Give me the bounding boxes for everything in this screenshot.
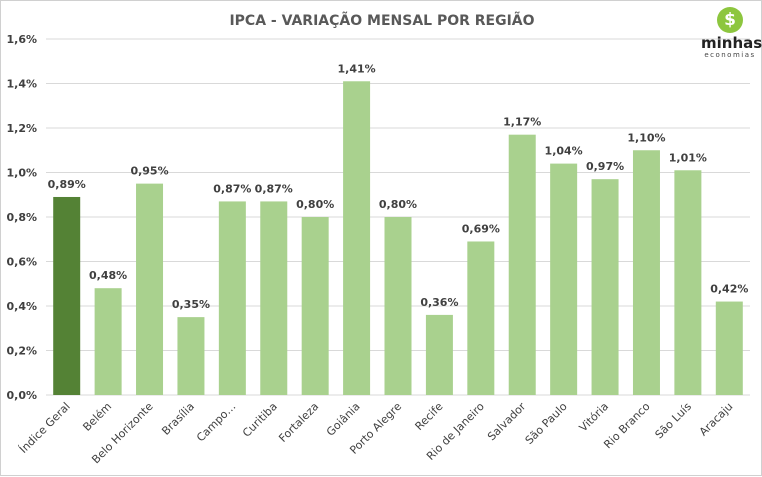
data-label: 0,89% (48, 178, 86, 191)
x-category-label: Salvador (485, 400, 529, 444)
chart-title: IPCA - VARIAÇÃO MENSAL POR REGIÃO (229, 12, 534, 29)
y-tick-label: 1,2% (6, 122, 37, 135)
x-category-label: Belém (80, 400, 114, 434)
bar (177, 317, 205, 395)
x-category-label: Fortaleza (276, 400, 321, 445)
data-label: 0,35% (172, 298, 210, 311)
data-label: 0,80% (296, 198, 334, 211)
data-label: 1,10% (627, 131, 665, 144)
dollar-cloud-icon: $ (717, 7, 743, 33)
x-category-label: Brasília (159, 400, 197, 438)
x-category-label: Curitiba (240, 400, 280, 440)
x-category-label: Aracaju (697, 400, 736, 439)
bar (425, 314, 453, 395)
bar (94, 288, 122, 395)
x-category-label: Índice Geral (17, 400, 73, 456)
data-label: 1,04% (545, 145, 583, 158)
x-category-label: São Paulo (523, 400, 570, 447)
y-tick-label: 0,8% (6, 211, 37, 224)
bar (674, 170, 702, 395)
data-label: 0,87% (213, 182, 251, 195)
data-label: 0,87% (255, 182, 293, 195)
data-label: 0,69% (462, 222, 500, 235)
bar (591, 179, 619, 395)
bar (53, 196, 81, 395)
y-tick-label: 1,0% (6, 167, 37, 180)
data-label: 1,41% (338, 62, 376, 75)
y-tick-label: 0,2% (6, 345, 37, 358)
bar (384, 217, 412, 395)
bar (715, 301, 743, 395)
logo: $ minhas economias (701, 5, 762, 73)
y-tick-label: 0,6% (6, 256, 37, 269)
bar (136, 183, 164, 395)
x-category-label: Vitória (577, 400, 611, 434)
logo-name: minhas (701, 34, 762, 52)
data-label: 0,80% (379, 198, 417, 211)
bar (260, 201, 288, 395)
y-tick-label: 0,4% (6, 300, 37, 313)
data-label: 0,36% (420, 296, 458, 309)
bar (301, 217, 329, 395)
data-label: 0,97% (586, 160, 624, 173)
bar (343, 81, 371, 396)
y-tick-label: 1,4% (6, 78, 37, 91)
data-label: 1,17% (503, 116, 541, 129)
data-label: 0,95% (130, 165, 168, 178)
x-category-label: São Luís (653, 400, 695, 442)
y-tick-label: 0,0% (6, 389, 37, 402)
x-category-label: Goiânia (324, 400, 363, 439)
bar (467, 241, 495, 395)
bar (218, 201, 246, 395)
x-category-label: Campo… (194, 400, 238, 444)
x-category-label: Recife (413, 400, 446, 433)
y-tick-label: 1,6% (6, 33, 37, 46)
logo-sub: economias (704, 51, 756, 59)
bar (508, 134, 536, 396)
data-label: 1,01% (669, 151, 707, 164)
bar (550, 163, 578, 395)
data-label: 0,48% (89, 269, 127, 282)
bar (632, 150, 660, 395)
data-label: 0,42% (710, 283, 748, 296)
